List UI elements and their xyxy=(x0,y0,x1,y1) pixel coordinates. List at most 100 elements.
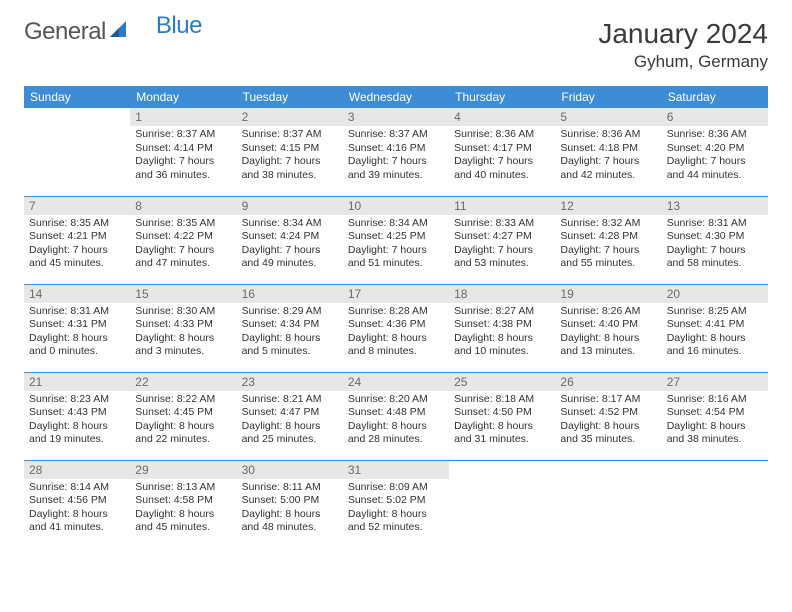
weekday-header: Thursday xyxy=(449,86,555,108)
day-details: Sunrise: 8:25 AMSunset: 4:41 PMDaylight:… xyxy=(662,303,768,364)
day-details: Sunrise: 8:20 AMSunset: 4:48 PMDaylight:… xyxy=(343,391,449,452)
day-number: 28 xyxy=(24,461,130,479)
day-number: 11 xyxy=(449,197,555,215)
calendar-table: Sunday Monday Tuesday Wednesday Thursday… xyxy=(24,86,768,548)
calendar-week-row: 21Sunrise: 8:23 AMSunset: 4:43 PMDayligh… xyxy=(24,372,768,460)
day-details: Sunrise: 8:33 AMSunset: 4:27 PMDaylight:… xyxy=(449,215,555,276)
day-details: Sunrise: 8:11 AMSunset: 5:00 PMDaylight:… xyxy=(237,479,343,540)
day-details: Sunrise: 8:37 AMSunset: 4:15 PMDaylight:… xyxy=(237,126,343,187)
weekday-header: Sunday xyxy=(24,86,130,108)
day-number: 27 xyxy=(662,373,768,391)
day-details: Sunrise: 8:35 AMSunset: 4:22 PMDaylight:… xyxy=(130,215,236,276)
calendar-day-cell: 31Sunrise: 8:09 AMSunset: 5:02 PMDayligh… xyxy=(343,460,449,548)
day-details: Sunrise: 8:32 AMSunset: 4:28 PMDaylight:… xyxy=(555,215,661,276)
calendar-day-cell: 10Sunrise: 8:34 AMSunset: 4:25 PMDayligh… xyxy=(343,196,449,284)
day-number: 10 xyxy=(343,197,449,215)
day-details: Sunrise: 8:28 AMSunset: 4:36 PMDaylight:… xyxy=(343,303,449,364)
day-number: 7 xyxy=(24,197,130,215)
calendar-day-cell: 11Sunrise: 8:33 AMSunset: 4:27 PMDayligh… xyxy=(449,196,555,284)
day-number: 13 xyxy=(662,197,768,215)
weekday-header: Saturday xyxy=(662,86,768,108)
day-number: 25 xyxy=(449,373,555,391)
day-number: 31 xyxy=(343,461,449,479)
calendar-day-cell: 12Sunrise: 8:32 AMSunset: 4:28 PMDayligh… xyxy=(555,196,661,284)
day-details: Sunrise: 8:22 AMSunset: 4:45 PMDaylight:… xyxy=(130,391,236,452)
day-number: 8 xyxy=(130,197,236,215)
brand-logo: General Blue xyxy=(24,18,202,46)
calendar-day-cell: 24Sunrise: 8:20 AMSunset: 4:48 PMDayligh… xyxy=(343,372,449,460)
calendar-week-row: ..1Sunrise: 8:37 AMSunset: 4:14 PMDaylig… xyxy=(24,108,768,196)
day-number: 30 xyxy=(237,461,343,479)
day-number: 22 xyxy=(130,373,236,391)
calendar-day-cell: 30Sunrise: 8:11 AMSunset: 5:00 PMDayligh… xyxy=(237,460,343,548)
day-details: Sunrise: 8:17 AMSunset: 4:52 PMDaylight:… xyxy=(555,391,661,452)
day-details: Sunrise: 8:09 AMSunset: 5:02 PMDaylight:… xyxy=(343,479,449,540)
weekday-header: Monday xyxy=(130,86,236,108)
day-details: Sunrise: 8:18 AMSunset: 4:50 PMDaylight:… xyxy=(449,391,555,452)
day-details: Sunrise: 8:31 AMSunset: 4:30 PMDaylight:… xyxy=(662,215,768,276)
calendar-day-cell: 9Sunrise: 8:34 AMSunset: 4:24 PMDaylight… xyxy=(237,196,343,284)
calendar-day-cell: 26Sunrise: 8:17 AMSunset: 4:52 PMDayligh… xyxy=(555,372,661,460)
header-bar: General Blue January 2024 Gyhum, Germany xyxy=(24,18,768,72)
day-number: 19 xyxy=(555,285,661,303)
calendar-day-cell: 14Sunrise: 8:31 AMSunset: 4:31 PMDayligh… xyxy=(24,284,130,372)
title-block: January 2024 Gyhum, Germany xyxy=(598,18,768,72)
day-number: 6 xyxy=(662,108,768,126)
day-number: 1 xyxy=(130,108,236,126)
calendar-day-cell: .. xyxy=(449,460,555,548)
calendar-day-cell: 22Sunrise: 8:22 AMSunset: 4:45 PMDayligh… xyxy=(130,372,236,460)
day-number: 18 xyxy=(449,285,555,303)
day-details: Sunrise: 8:31 AMSunset: 4:31 PMDaylight:… xyxy=(24,303,130,364)
day-number: 2 xyxy=(237,108,343,126)
calendar-day-cell: 17Sunrise: 8:28 AMSunset: 4:36 PMDayligh… xyxy=(343,284,449,372)
calendar-day-cell: 7Sunrise: 8:35 AMSunset: 4:21 PMDaylight… xyxy=(24,196,130,284)
day-details: Sunrise: 8:35 AMSunset: 4:21 PMDaylight:… xyxy=(24,215,130,276)
calendar-day-cell: 23Sunrise: 8:21 AMSunset: 4:47 PMDayligh… xyxy=(237,372,343,460)
day-details: Sunrise: 8:29 AMSunset: 4:34 PMDaylight:… xyxy=(237,303,343,364)
day-number: 15 xyxy=(130,285,236,303)
day-details: Sunrise: 8:36 AMSunset: 4:20 PMDaylight:… xyxy=(662,126,768,187)
day-details: Sunrise: 8:36 AMSunset: 4:18 PMDaylight:… xyxy=(555,126,661,187)
day-details: Sunrise: 8:36 AMSunset: 4:17 PMDaylight:… xyxy=(449,126,555,187)
calendar-day-cell: 8Sunrise: 8:35 AMSunset: 4:22 PMDaylight… xyxy=(130,196,236,284)
weekday-header: Friday xyxy=(555,86,661,108)
calendar-day-cell: 3Sunrise: 8:37 AMSunset: 4:16 PMDaylight… xyxy=(343,108,449,196)
calendar-body: ..1Sunrise: 8:37 AMSunset: 4:14 PMDaylig… xyxy=(24,108,768,548)
calendar-day-cell: 21Sunrise: 8:23 AMSunset: 4:43 PMDayligh… xyxy=(24,372,130,460)
calendar-day-cell: 18Sunrise: 8:27 AMSunset: 4:38 PMDayligh… xyxy=(449,284,555,372)
day-number: 5 xyxy=(555,108,661,126)
day-details: Sunrise: 8:26 AMSunset: 4:40 PMDaylight:… xyxy=(555,303,661,364)
calendar-day-cell: 16Sunrise: 8:29 AMSunset: 4:34 PMDayligh… xyxy=(237,284,343,372)
day-number: 24 xyxy=(343,373,449,391)
day-details: Sunrise: 8:27 AMSunset: 4:38 PMDaylight:… xyxy=(449,303,555,364)
day-details: Sunrise: 8:34 AMSunset: 4:24 PMDaylight:… xyxy=(237,215,343,276)
weekday-header: Tuesday xyxy=(237,86,343,108)
day-details: Sunrise: 8:23 AMSunset: 4:43 PMDaylight:… xyxy=(24,391,130,452)
day-number: 29 xyxy=(130,461,236,479)
calendar-day-cell: 27Sunrise: 8:16 AMSunset: 4:54 PMDayligh… xyxy=(662,372,768,460)
day-number: 23 xyxy=(237,373,343,391)
day-number: 9 xyxy=(237,197,343,215)
day-details: Sunrise: 8:37 AMSunset: 4:16 PMDaylight:… xyxy=(343,126,449,187)
month-title: January 2024 xyxy=(598,18,768,50)
calendar-day-cell: 25Sunrise: 8:18 AMSunset: 4:50 PMDayligh… xyxy=(449,372,555,460)
day-details: Sunrise: 8:14 AMSunset: 4:56 PMDaylight:… xyxy=(24,479,130,540)
day-number: 3 xyxy=(343,108,449,126)
day-number: 26 xyxy=(555,373,661,391)
calendar-week-row: 28Sunrise: 8:14 AMSunset: 4:56 PMDayligh… xyxy=(24,460,768,548)
calendar-day-cell: 15Sunrise: 8:30 AMSunset: 4:33 PMDayligh… xyxy=(130,284,236,372)
calendar-day-cell: 2Sunrise: 8:37 AMSunset: 4:15 PMDaylight… xyxy=(237,108,343,196)
day-number: 14 xyxy=(24,285,130,303)
day-details: Sunrise: 8:37 AMSunset: 4:14 PMDaylight:… xyxy=(130,126,236,187)
calendar-day-cell: 13Sunrise: 8:31 AMSunset: 4:30 PMDayligh… xyxy=(662,196,768,284)
location-label: Gyhum, Germany xyxy=(598,52,768,72)
calendar-day-cell: 20Sunrise: 8:25 AMSunset: 4:41 PMDayligh… xyxy=(662,284,768,372)
day-number: 16 xyxy=(237,285,343,303)
calendar-day-cell: .. xyxy=(662,460,768,548)
day-number: 17 xyxy=(343,285,449,303)
weekday-header-row: Sunday Monday Tuesday Wednesday Thursday… xyxy=(24,86,768,108)
calendar-day-cell: .. xyxy=(24,108,130,196)
calendar-day-cell: 5Sunrise: 8:36 AMSunset: 4:18 PMDaylight… xyxy=(555,108,661,196)
day-details: Sunrise: 8:34 AMSunset: 4:25 PMDaylight:… xyxy=(343,215,449,276)
brand-sail-icon xyxy=(108,19,130,46)
